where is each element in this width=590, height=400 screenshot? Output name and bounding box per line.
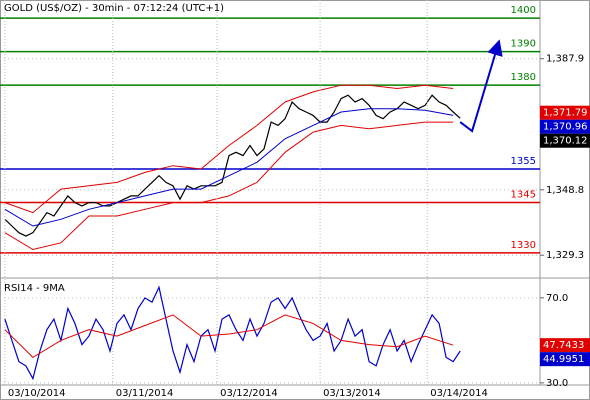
y-tick-label: 1,387.9	[546, 54, 584, 65]
series-line	[4, 84, 454, 214]
forecast-arrow	[459, 39, 503, 133]
value-tag-label: 1,370.96	[543, 122, 588, 133]
level-label: 1345	[511, 190, 536, 201]
value-tag	[540, 119, 590, 134]
y-tick-label: 1,348.8	[546, 185, 584, 196]
level-label: 1390	[511, 39, 536, 50]
chart-title: GOLD (US$/OZ) - 30min - 07:12:24 (UTC+1)	[4, 3, 224, 14]
value-tag	[540, 105, 590, 120]
x-tick-label: 03/12/2014	[220, 388, 278, 399]
series-line	[4, 285, 461, 381]
x-tick-label: 03/13/2014	[323, 388, 381, 399]
level-label: 1355	[511, 156, 536, 167]
panel-title: RSI14 - 9MA	[4, 283, 65, 294]
x-tick-label: 03/11/2014	[116, 388, 174, 399]
value-tag-label: 47.7433	[543, 340, 584, 351]
x-tick-label: 03/14/2014	[430, 388, 488, 399]
level-label: 1330	[511, 240, 536, 251]
series-line	[4, 108, 454, 227]
value-tag-label: 44.9951	[543, 354, 584, 365]
x-tick-label: 03/10/2014	[8, 388, 66, 399]
value-tag	[540, 338, 590, 353]
series-line	[4, 121, 454, 251]
value-tag-label: 1,371.79	[543, 108, 588, 119]
level-label: 1380	[511, 72, 536, 83]
y-tick-label: 30.0	[546, 378, 568, 389]
level-label: 1400	[511, 5, 536, 16]
y-tick-label: 70.0	[546, 293, 568, 304]
value-tag-label: 1,370.12	[543, 136, 588, 147]
y-tick-label: 1,329.3	[546, 250, 584, 261]
series-line	[4, 94, 461, 237]
value-tag	[540, 352, 590, 367]
series-line	[4, 314, 454, 359]
value-tag	[540, 133, 590, 148]
